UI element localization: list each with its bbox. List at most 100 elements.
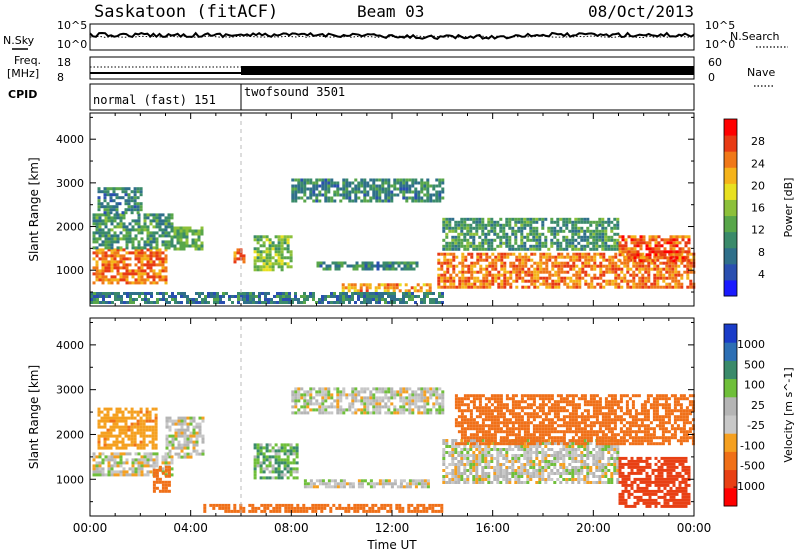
heatmap-cell [469,242,472,245]
heatmap-cell [96,254,99,257]
heatmap-cell [351,298,354,301]
heatmap-cell [168,461,171,464]
heatmap-cell [493,466,496,469]
heatmap-cell [141,251,144,254]
heatmap-cell [342,408,345,411]
heatmap-cell [147,243,150,246]
heatmap-cell [375,286,378,289]
heatmap-cell [296,467,299,470]
heatmap-cell [524,421,527,424]
heatmap-cell [457,481,460,484]
heatmap-cell [408,191,411,194]
heatmap-cell [168,246,171,249]
heatmap-cell [104,196,107,199]
heatmap-cell [351,200,354,203]
heatmap-cell [143,432,146,435]
heatmap-cell [679,247,682,250]
heatmap-cell [535,221,538,224]
heatmap-cell [551,274,554,277]
heatmap-cell [266,449,269,452]
heatmap-cell [354,194,357,197]
heatmap-cell [568,445,571,448]
heatmap-cell [441,292,444,295]
heatmap-cell [162,458,165,461]
heatmap-cell [601,242,604,245]
heatmap-cell [177,233,180,236]
heatmap-cell [667,256,670,259]
heatmap-cell [423,402,426,405]
heatmap-cell [473,427,476,430]
heatmap-cell [414,179,417,182]
heatmap-cell [568,239,571,242]
heatmap-cell [269,443,272,446]
heatmap-cell [520,463,523,466]
heatmap-cell [441,182,444,185]
heatmap-cell [524,253,527,256]
heatmap-cell [107,187,110,190]
heatmap-cell [275,455,278,458]
heatmap-cell [473,397,476,400]
heatmap-cell [324,411,327,414]
heatmap-cell [135,298,138,301]
heatmap-cell [461,256,464,259]
heatmap-cell [476,286,479,289]
heatmap-cell [454,439,457,442]
heatmap-cell [101,190,104,193]
heatmap-cell [132,292,135,295]
heatmap-cell [125,211,128,214]
heatmap-cell [360,200,363,203]
heatmap-cell [638,280,641,283]
heatmap-cell [476,397,479,400]
heatmap-cell [228,295,231,298]
heatmap-cell [281,241,284,244]
heatmap-cell [652,247,655,250]
heatmap-cell [207,295,210,298]
heatmap-cell [547,460,550,463]
heatmap-cell [284,446,287,449]
heatmap-cell [96,461,99,464]
heatmap-cell [102,254,105,257]
heatmap-cell [638,283,641,286]
heatmap-cell [140,444,143,447]
heatmap-cell [413,268,416,271]
heatmap-cell [523,469,526,472]
heatmap-cell [494,274,497,277]
heatmap-cell [128,417,131,420]
heatmap-cell [171,216,174,219]
heatmap-cell [165,216,168,219]
heatmap-cell [533,427,536,430]
heatmap-cell [329,268,332,271]
heatmap-cell [458,424,461,427]
heatmap-cell [496,451,499,454]
heatmap-cell [342,283,345,286]
heatmap-cell [414,200,417,203]
heatmap-cell [360,283,363,286]
heatmap-cell [599,286,602,289]
heatmap-cell [530,421,533,424]
heatmap-cell [162,484,165,487]
heatmap-cell [571,472,574,475]
heatmap-cell [559,481,562,484]
heatmap-cell [404,268,407,271]
heatmap-cell [445,227,448,230]
heatmap-cell [150,455,153,458]
heatmap-cell [231,301,234,304]
heatmap-cell [120,458,123,461]
heatmap-cell [517,454,520,457]
heatmap-cell [384,405,387,408]
heatmap-cell [141,260,144,263]
heatmap-cell [478,454,481,457]
heatmap-cell [476,427,479,430]
heatmap-cell [586,454,589,457]
heatmap-cell [399,405,402,408]
heatmap-cell [375,185,378,188]
heatmap-cell [464,277,467,280]
heatmap-cell [616,221,619,224]
heatmap-cell [595,230,598,233]
heatmap-cell [586,230,589,233]
heatmap-cell [644,265,647,268]
heatmap-cell [128,444,131,447]
heatmap-cell [646,253,649,256]
heatmap-cell [324,396,327,399]
heatmap-cell [128,208,131,211]
